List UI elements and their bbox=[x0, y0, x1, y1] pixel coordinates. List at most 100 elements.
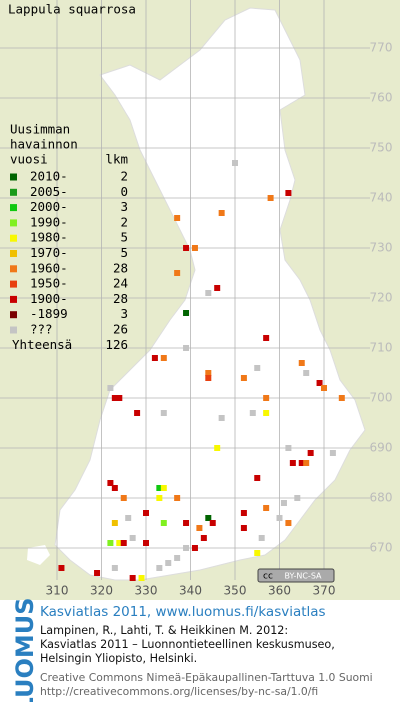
n-tick-label: 690 bbox=[370, 441, 393, 455]
legend-label: 2000- bbox=[30, 199, 68, 214]
legend-count: 0 bbox=[120, 184, 128, 199]
legend-swatch bbox=[10, 234, 17, 242]
observation-square bbox=[218, 210, 225, 216]
observation-square bbox=[191, 545, 198, 551]
observation-square bbox=[205, 375, 212, 381]
observation-square bbox=[338, 395, 345, 401]
observation-square bbox=[214, 285, 221, 291]
observation-square bbox=[143, 540, 149, 546]
observation-square bbox=[285, 190, 292, 196]
citation-line: Kasviatlas 2011 – Luonnontieteellinen ke… bbox=[40, 638, 335, 651]
e-tick-label: 340 bbox=[179, 584, 202, 598]
n-tick-label: 670 bbox=[370, 541, 393, 555]
legend-swatch bbox=[10, 204, 17, 212]
observation-square bbox=[240, 510, 247, 516]
legend-swatch bbox=[10, 250, 17, 257]
observation-square bbox=[58, 565, 65, 571]
headline: Kasviatlas 2011, www.luomus.fi/kasviatla… bbox=[40, 604, 326, 620]
e-tick-label: 320 bbox=[90, 584, 113, 598]
observation-square bbox=[107, 385, 114, 391]
legend-swatch bbox=[10, 295, 17, 303]
observation-square bbox=[156, 485, 163, 491]
observation-square bbox=[160, 485, 167, 491]
observation-square bbox=[143, 510, 149, 516]
observation-square bbox=[183, 520, 190, 526]
observation-square bbox=[120, 495, 127, 501]
n-tick-label: 760 bbox=[370, 91, 393, 105]
observation-square bbox=[303, 370, 310, 376]
logo: LUOMUS bbox=[11, 598, 39, 702]
legend-total: 126 bbox=[105, 337, 128, 352]
n-tick-label: 740 bbox=[370, 191, 393, 205]
badge-terms: BY-NC-SA bbox=[284, 572, 322, 581]
observation-square bbox=[183, 545, 190, 551]
observation-square bbox=[285, 520, 292, 526]
legend-swatch bbox=[10, 188, 17, 196]
observation-square bbox=[258, 535, 265, 541]
observation-square bbox=[174, 270, 181, 276]
observation-square bbox=[160, 355, 167, 361]
observation-square bbox=[183, 310, 190, 316]
observation-square bbox=[232, 160, 238, 166]
observation-square bbox=[307, 450, 314, 456]
legend-label: 2005- bbox=[30, 184, 68, 199]
legend-total-label: Yhteensä bbox=[12, 337, 72, 352]
observation-square bbox=[329, 450, 336, 456]
observation-square bbox=[285, 445, 292, 451]
legend-heading: havainnon bbox=[10, 137, 78, 152]
observation-square bbox=[316, 380, 323, 386]
observation-square bbox=[165, 560, 172, 566]
legend-count: 24 bbox=[113, 276, 128, 291]
observation-square bbox=[267, 195, 274, 201]
e-tick-label: 310 bbox=[46, 584, 69, 598]
legend-label: 1960- bbox=[30, 260, 68, 275]
observation-square bbox=[107, 540, 114, 546]
observation-square bbox=[174, 215, 181, 221]
legend-label: 1990- bbox=[30, 214, 68, 229]
observation-square bbox=[263, 505, 270, 511]
observation-square bbox=[249, 410, 256, 416]
observation-square bbox=[156, 495, 163, 501]
n-tick-label: 680 bbox=[370, 491, 393, 505]
n-tick-label: 700 bbox=[370, 391, 393, 405]
legend-count: 28 bbox=[113, 260, 128, 275]
observation-square bbox=[191, 245, 198, 251]
observation-square bbox=[321, 385, 327, 391]
observation-square bbox=[205, 515, 212, 521]
badge-frame bbox=[257, 568, 335, 583]
observation-square bbox=[263, 335, 270, 341]
observation-square bbox=[125, 515, 132, 521]
legend-heading: vuosi bbox=[10, 152, 48, 167]
observation-square bbox=[298, 360, 305, 366]
observation-square bbox=[254, 550, 261, 556]
observation-square bbox=[129, 535, 136, 541]
legend-count-heading: lkm bbox=[105, 152, 128, 167]
observation-square bbox=[129, 575, 136, 581]
observation-square bbox=[160, 410, 167, 416]
observation-square bbox=[263, 410, 270, 416]
legend-label: 2010- bbox=[30, 169, 68, 184]
observation-square bbox=[209, 520, 216, 526]
observation-square bbox=[94, 570, 101, 576]
legend-count: 28 bbox=[113, 291, 128, 306]
legend-swatch bbox=[10, 280, 17, 288]
observation-square bbox=[254, 365, 261, 371]
n-tick-label: 770 bbox=[370, 41, 393, 55]
n-tick-label: 710 bbox=[370, 341, 393, 355]
legend-swatch bbox=[10, 219, 17, 227]
legend-count: 3 bbox=[120, 199, 128, 214]
legend-count: 2 bbox=[120, 214, 128, 229]
legend-heading: Uusimman bbox=[10, 122, 70, 137]
legend-swatch bbox=[10, 311, 17, 319]
legend-label: ??? bbox=[30, 322, 53, 337]
legend-count: 3 bbox=[120, 306, 128, 321]
observation-square bbox=[214, 445, 221, 451]
observation-square bbox=[303, 460, 310, 466]
observation-square bbox=[160, 520, 167, 526]
observation-square bbox=[240, 525, 247, 531]
observation-square bbox=[111, 485, 118, 491]
observation-square bbox=[156, 565, 163, 571]
legend-swatch bbox=[10, 265, 17, 273]
